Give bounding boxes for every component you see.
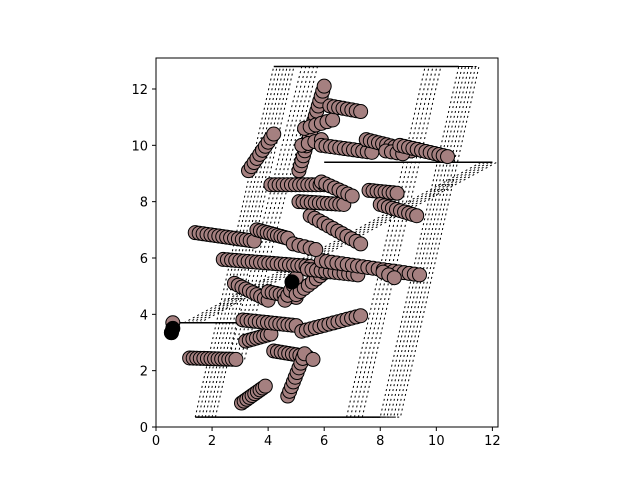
highlight-point — [165, 320, 181, 336]
data-point — [325, 112, 341, 128]
lattice-line — [244, 66, 318, 360]
data-point — [266, 126, 282, 142]
y-tick-label: 2 — [140, 365, 148, 380]
x-tick-label: 4 — [264, 434, 272, 449]
lattice-line — [228, 66, 303, 360]
data-point — [308, 242, 324, 258]
x-tick-label: 8 — [376, 434, 384, 449]
lattice-line — [357, 66, 438, 418]
marker-layer — [163, 78, 456, 411]
highlight-point — [284, 274, 300, 290]
data-point — [305, 351, 321, 367]
data-point — [353, 236, 369, 252]
highlight-markers — [163, 274, 300, 341]
lattice-line — [361, 66, 442, 418]
lattice-line — [183, 161, 482, 324]
data-point — [353, 104, 369, 120]
y-tick-label: 8 — [140, 196, 148, 211]
lattice-line — [232, 66, 307, 360]
data-point — [344, 188, 360, 204]
x-axis: 0 2 4 6 8 10 12 — [152, 427, 501, 449]
lattice-line — [236, 66, 311, 360]
y-tick-label: 4 — [140, 308, 148, 323]
y-tick-label: 6 — [140, 252, 148, 267]
y-tick-label: 0 — [140, 421, 148, 436]
x-tick-label: 0 — [152, 434, 160, 449]
plot-area-frame — [155, 57, 499, 428]
lattice-line — [191, 161, 490, 324]
lattice-line — [240, 66, 315, 360]
data-point — [228, 351, 244, 367]
data-point — [316, 78, 332, 94]
x-tick-label: 10 — [428, 434, 445, 449]
data-point — [386, 270, 402, 286]
lattice-line — [187, 161, 486, 324]
x-tick-label: 6 — [320, 434, 328, 449]
y-axis: 0 2 4 6 8 10 12 — [131, 83, 156, 436]
y-tick-label: 10 — [131, 139, 148, 154]
y-tick-label: 12 — [131, 83, 148, 98]
data-point — [353, 308, 369, 324]
data-point — [409, 208, 425, 224]
data-point — [257, 378, 273, 394]
data-point — [389, 185, 405, 201]
x-tick-label: 12 — [484, 434, 501, 449]
data-point — [440, 149, 456, 165]
x-tick-label: 2 — [208, 434, 216, 449]
data-point — [412, 267, 428, 283]
